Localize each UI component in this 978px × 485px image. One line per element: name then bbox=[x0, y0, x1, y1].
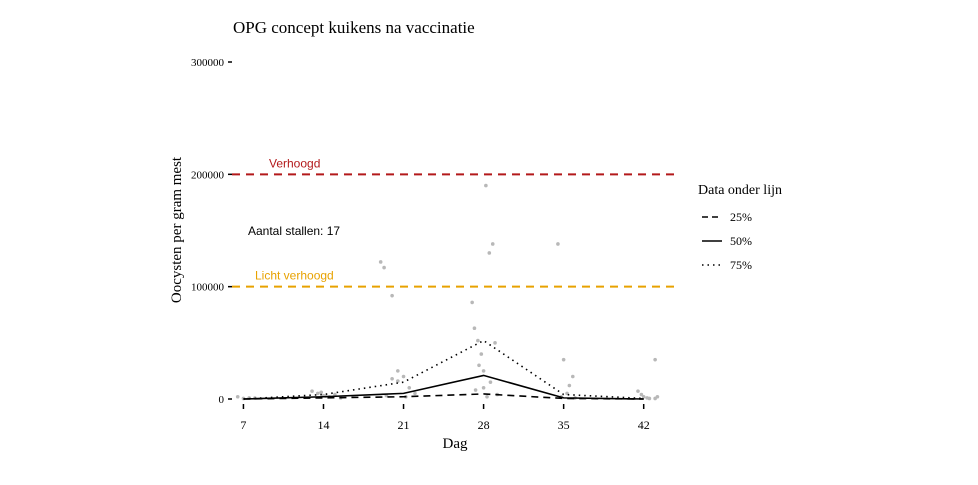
data-point bbox=[493, 341, 497, 345]
data-point bbox=[396, 379, 400, 383]
data-point bbox=[315, 391, 320, 396]
data-point bbox=[319, 390, 324, 395]
series-line-25pct bbox=[243, 393, 644, 400]
data-point bbox=[556, 242, 560, 246]
x-tick-label: 7 bbox=[240, 418, 246, 432]
data-point bbox=[413, 391, 417, 396]
x-tick-label: 28 bbox=[478, 418, 490, 432]
y-tick-label: 300000 bbox=[191, 57, 225, 69]
data-point bbox=[647, 396, 652, 401]
reference-lines: Verhoogd Licht verhoogd bbox=[232, 156, 678, 288]
data-point bbox=[487, 251, 492, 255]
data-point bbox=[235, 394, 240, 399]
reference-line-label: Licht verhoogd bbox=[255, 269, 334, 283]
data-point bbox=[570, 374, 575, 379]
series-line-50pct bbox=[243, 374, 644, 400]
x-tick-label: 21 bbox=[398, 418, 410, 432]
data-point bbox=[473, 388, 478, 392]
legend-title: Data onder lijn bbox=[698, 183, 782, 198]
data-point bbox=[390, 293, 394, 298]
data-point bbox=[641, 394, 646, 399]
x-axis-ticks: 7 14 21 28 35 42 bbox=[240, 404, 650, 432]
legend-label: 75% bbox=[730, 258, 752, 272]
data-point bbox=[488, 380, 493, 384]
y-axis-label: Oocysten per gram mest bbox=[169, 156, 185, 303]
chart-title: OPG concept kuikens na vaccinatie bbox=[233, 18, 475, 37]
data-point bbox=[479, 352, 484, 356]
y-tick-label: 100000 bbox=[191, 282, 225, 294]
legend: Data onder lijn 25% 50% 75% bbox=[698, 183, 782, 272]
data-point bbox=[470, 300, 474, 305]
data-point bbox=[333, 392, 337, 397]
y-tick-label: 0 bbox=[219, 394, 225, 406]
data-point bbox=[636, 389, 640, 393]
data-point bbox=[396, 369, 400, 373]
data-point bbox=[490, 242, 495, 246]
data-point bbox=[390, 376, 394, 381]
data-point bbox=[561, 357, 566, 362]
data-point bbox=[481, 369, 486, 373]
y-tick-label: 200000 bbox=[191, 169, 225, 181]
x-tick-label: 42 bbox=[638, 418, 650, 432]
x-tick-label: 14 bbox=[317, 418, 329, 432]
data-point bbox=[639, 392, 644, 397]
data-point bbox=[653, 357, 657, 362]
legend-label: 50% bbox=[730, 234, 752, 248]
x-tick-label: 35 bbox=[558, 418, 570, 432]
data-point bbox=[476, 338, 480, 343]
data-point bbox=[407, 385, 412, 390]
data-point bbox=[484, 183, 488, 188]
data-point bbox=[477, 363, 481, 368]
data-point bbox=[378, 260, 383, 264]
data-point bbox=[401, 374, 406, 379]
quantile-lines bbox=[243, 339, 644, 400]
data-point bbox=[472, 326, 477, 331]
data-point bbox=[653, 396, 657, 401]
data-point bbox=[485, 394, 489, 399]
data-point bbox=[481, 385, 486, 390]
stallen-annotation: Aantal stallen: 17 bbox=[248, 224, 340, 238]
legend-label: 25% bbox=[730, 210, 752, 224]
data-point bbox=[382, 265, 386, 270]
reference-line-label: Verhoogd bbox=[269, 156, 320, 170]
data-point bbox=[310, 389, 314, 393]
scatter-points bbox=[235, 183, 660, 401]
data-point bbox=[567, 383, 572, 388]
y-axis-ticks: 0 100000 200000 300000 bbox=[191, 57, 232, 406]
series-line-75pct bbox=[243, 339, 644, 400]
x-axis-label: Dag bbox=[443, 436, 468, 452]
